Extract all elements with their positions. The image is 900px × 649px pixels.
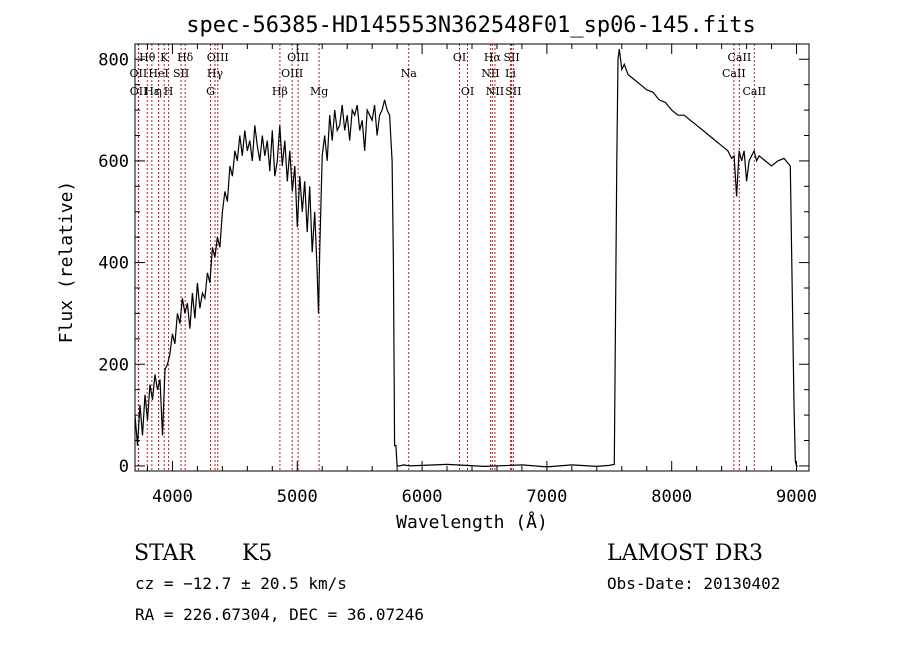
plot-frame <box>134 43 810 472</box>
x-tick-label: 7000 <box>526 487 567 507</box>
line-marker-label: η <box>155 85 162 98</box>
line-marker-label: CaII <box>728 51 752 64</box>
line-marker-label: OIII <box>287 51 309 64</box>
x-axis-label: Wavelength (Å) <box>396 511 548 533</box>
line-marker-label: Hβ <box>272 85 288 98</box>
line-marker-label: Hγ <box>207 67 224 80</box>
y-tick-label: 0 <box>119 457 129 477</box>
spectrum-line <box>134 49 798 468</box>
y-tick-label: 200 <box>98 355 129 375</box>
line-marker-label: G <box>206 85 215 98</box>
coordinates: RA = 226.67304, DEC = 36.07246 <box>135 605 424 624</box>
object-class: STAR <box>134 541 196 566</box>
line-marker-label: CaII <box>722 67 746 80</box>
x-tick-label: 6000 <box>402 487 443 507</box>
y-axis-ticks: 0 200 400 600 800 <box>98 50 809 477</box>
x-tick-label: 4000 <box>152 487 193 507</box>
y-tick-label: 800 <box>98 50 129 70</box>
y-tick-label: 600 <box>98 152 129 172</box>
line-marker-label: Na <box>401 67 418 80</box>
line-marker-label: CaII <box>742 85 766 98</box>
line-marker-label: OI <box>461 85 474 98</box>
line-marker-label: HeI <box>148 67 168 80</box>
line-marker-label: Li <box>505 67 516 80</box>
object-subclass: K5 <box>242 541 272 566</box>
line-marker-label: K <box>160 51 169 64</box>
line-marker-label: NII <box>481 67 499 80</box>
redshift-cz: cz = −12.7 ± 20.5 km/s <box>135 574 347 593</box>
line-markers <box>137 44 755 471</box>
obs-date: Obs-Date: 20130402 <box>607 574 780 593</box>
line-marker-label: OIII <box>207 51 229 64</box>
x-tick-label: 5000 <box>277 487 318 507</box>
line-marker-label: SII <box>173 67 189 80</box>
line-marker-label: Hθ <box>139 51 156 64</box>
line-marker-label: Hα <box>484 51 502 64</box>
line-marker-label: Hε <box>144 85 160 98</box>
line-marker-label: OII <box>130 85 148 98</box>
x-axis-ticks: 4000 5000 6000 7000 8000 9000 <box>146 44 817 507</box>
line-marker-label: Mg <box>310 85 328 98</box>
line-marker-label: NII <box>486 85 504 98</box>
line-marker-label: Hδ <box>177 51 194 64</box>
chart-title: spec-56385-HD145553N362548F01_sp06-145.f… <box>186 13 756 38</box>
x-tick-label: 9000 <box>776 487 817 507</box>
line-marker-label: OI <box>453 51 466 64</box>
line-marker-label: SII <box>505 85 521 98</box>
survey-name: LAMOST DR3 <box>607 541 763 566</box>
line-marker-label: OIII <box>281 67 303 80</box>
y-tick-label: 400 <box>98 254 129 274</box>
x-tick-label: 8000 <box>651 487 692 507</box>
line-marker-label: SII <box>503 51 519 64</box>
y-axis-label: Flux (relative) <box>56 181 77 344</box>
line-marker-label: OII <box>130 67 148 80</box>
line-marker-label: H <box>164 85 174 98</box>
